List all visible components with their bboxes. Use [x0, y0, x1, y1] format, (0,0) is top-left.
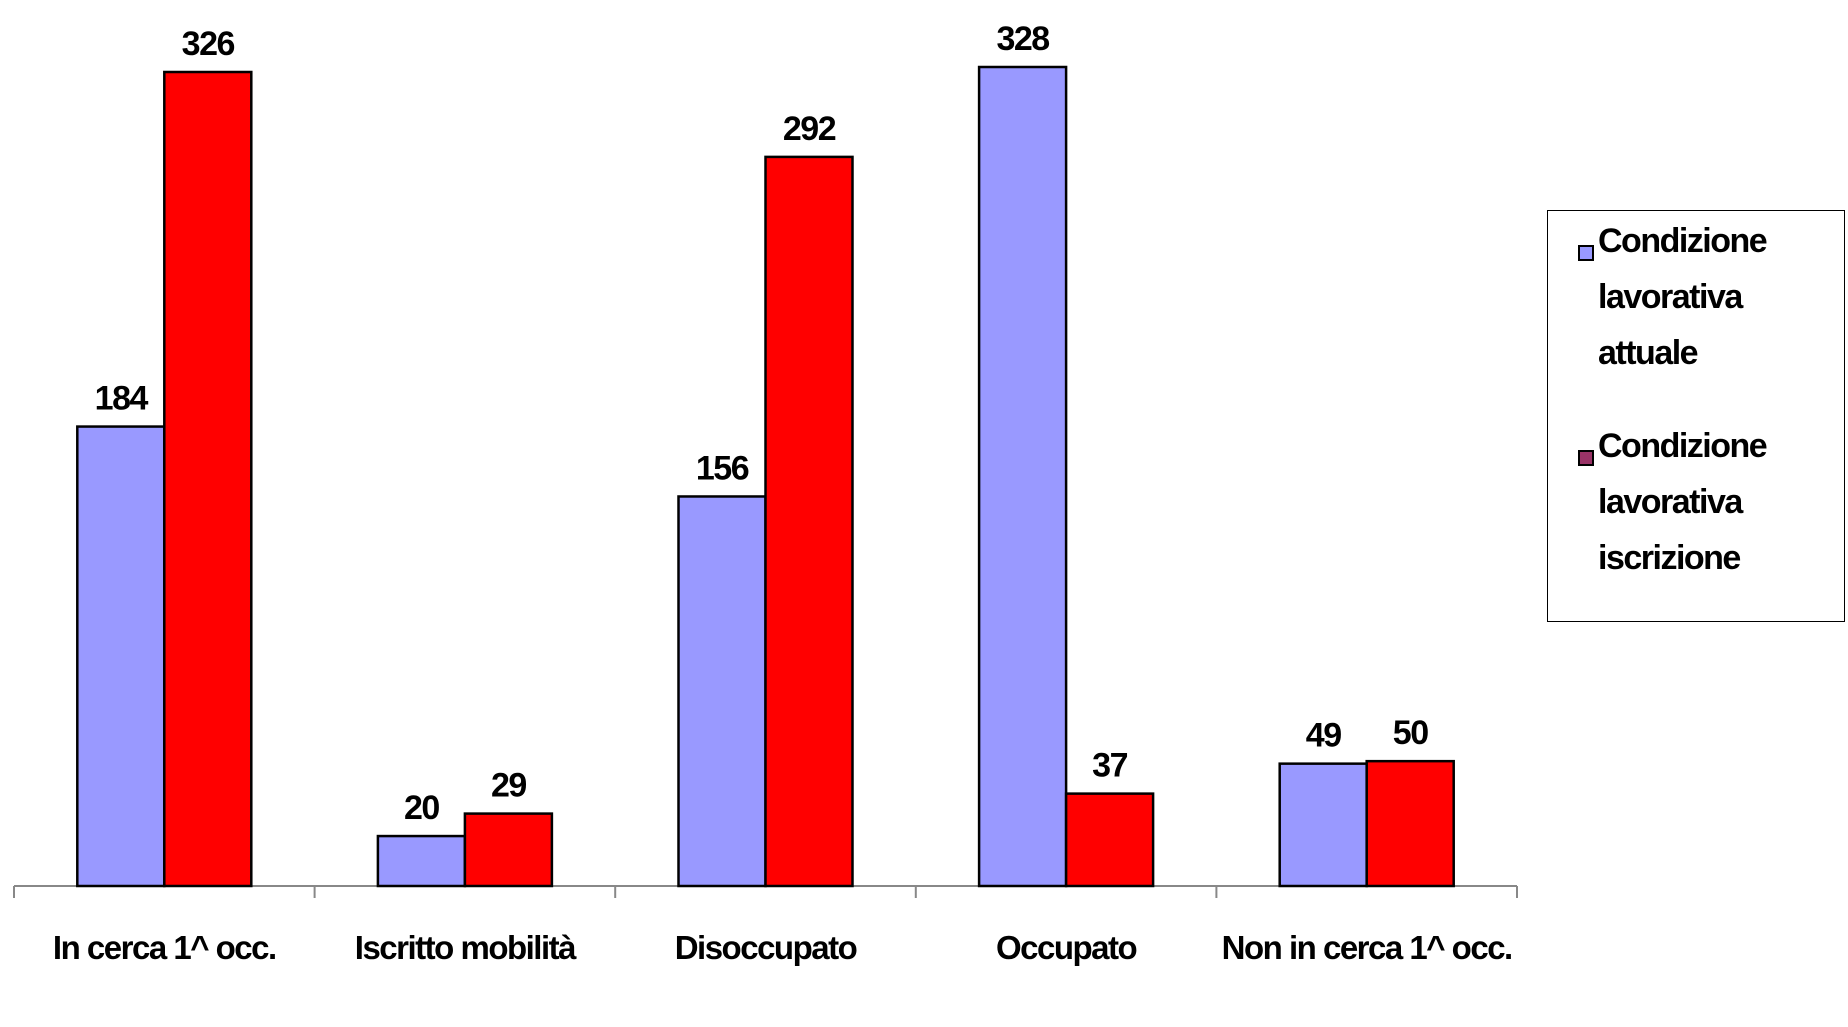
bar	[1064, 792, 1155, 888]
data-label: 156	[696, 449, 749, 487]
legend-label: Condizione lavorativa iscrizione	[1598, 427, 1768, 577]
bar	[1278, 762, 1368, 888]
bar	[463, 812, 554, 888]
legend-item: Condizione lavorativa attuale	[1578, 213, 1838, 381]
bar	[977, 65, 1068, 888]
legend-item: Condizione lavorativa iscrizione	[1578, 418, 1838, 586]
data-label: 50	[1393, 714, 1428, 752]
bar	[76, 425, 166, 888]
data-label: 29	[491, 767, 526, 805]
data-label: 49	[1306, 717, 1341, 755]
bar	[764, 155, 854, 888]
data-label: 37	[1092, 747, 1127, 785]
data-label: 328	[996, 20, 1049, 58]
legend-swatch	[1578, 245, 1594, 261]
x-tick-label: Disoccupato	[674, 929, 858, 966]
x-tick-label: Occupato	[995, 929, 1138, 966]
bar	[1365, 759, 1455, 888]
bar	[677, 495, 767, 888]
bar	[376, 834, 467, 888]
legend-swatch	[1578, 450, 1594, 466]
x-tick-label: Non in cerca 1^ occ.	[1221, 929, 1514, 966]
bar	[163, 70, 253, 888]
legend: Condizione lavorativa attuale Condizione …	[1547, 210, 1845, 622]
data-label: 292	[783, 110, 836, 148]
data-label: 20	[404, 789, 439, 827]
data-label: 326	[182, 25, 235, 63]
data-label: 184	[95, 380, 149, 418]
legend-label: Condizione lavorativa attuale	[1598, 222, 1768, 372]
x-tick-label: In cerca 1^ occ.	[52, 929, 277, 966]
x-tick-label: Iscritto mobilità	[354, 929, 577, 966]
